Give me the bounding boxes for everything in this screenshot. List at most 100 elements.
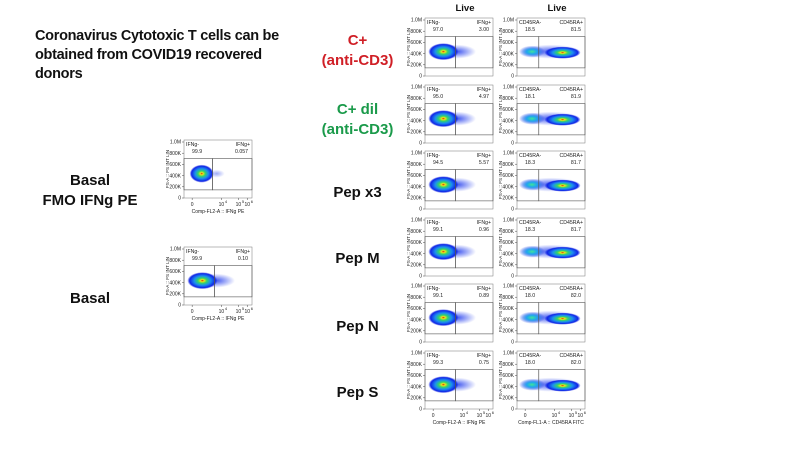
svg-text:200K: 200K [502, 329, 514, 335]
svg-text:600K: 600K [410, 373, 422, 379]
svg-text:600K: 600K [169, 269, 181, 275]
svg-text:600K: 600K [410, 240, 422, 246]
svg-text:CD45RA+: CD45RA+ [560, 220, 584, 226]
svg-text:800K: 800K [410, 162, 422, 168]
svg-text:1.0M: 1.0M [411, 284, 422, 290]
svg-text:600K: 600K [410, 306, 422, 312]
svg-text:1.0M: 1.0M [503, 350, 514, 356]
svg-text:82.0: 82.0 [571, 293, 581, 299]
svg-text:400K: 400K [410, 384, 422, 390]
svg-text:99.9: 99.9 [192, 256, 202, 262]
svg-text:400K: 400K [410, 51, 422, 57]
svg-text:0: 0 [191, 202, 194, 208]
svg-text:5.57: 5.57 [479, 160, 489, 166]
svg-text:4: 4 [225, 199, 228, 204]
svg-text:94.5: 94.5 [433, 160, 443, 166]
svg-text:0: 0 [178, 196, 181, 202]
svg-text:800K: 800K [410, 361, 422, 367]
svg-text:95.0: 95.0 [433, 94, 443, 100]
svg-text:600K: 600K [502, 373, 514, 379]
plot-basal-ifng: 1.0M 800K 600K 400K 200K 0 FS-A :: FS INT LIN I… [162, 243, 254, 331]
svg-text:0: 0 [419, 273, 422, 279]
svg-text:18.0: 18.0 [525, 360, 535, 366]
svg-text:0: 0 [511, 406, 514, 412]
svg-text:81.9: 81.9 [571, 94, 581, 100]
svg-text:200K: 200K [502, 262, 514, 268]
row-label-pep-m: Pep M [310, 249, 405, 269]
svg-text:99.9: 99.9 [192, 149, 202, 155]
svg-text:1.0M: 1.0M [170, 140, 181, 146]
svg-text:800K: 800K [502, 228, 514, 234]
svg-text:200K: 200K [169, 292, 181, 298]
svg-text:0: 0 [419, 140, 422, 146]
svg-text:0: 0 [419, 340, 422, 346]
row-label-c-plus: C+ (anti-CD3) [310, 31, 405, 71]
svg-text:CD45RA-: CD45RA- [519, 20, 541, 26]
svg-text:FS-A :: FS INT LIN: FS-A :: FS INT LIN [406, 94, 411, 132]
svg-text:0.057: 0.057 [235, 149, 248, 155]
svg-text:200K: 200K [502, 129, 514, 135]
svg-text:3.00: 3.00 [479, 27, 489, 33]
svg-text:4: 4 [466, 410, 469, 415]
svg-text:400K: 400K [502, 251, 514, 257]
svg-text:IFNg-: IFNg- [186, 249, 199, 255]
svg-text:18.1: 18.1 [525, 94, 535, 100]
svg-text:800K: 800K [169, 258, 181, 264]
svg-text:CD45RA+: CD45RA+ [560, 20, 584, 26]
label-line-1: Pep S [336, 384, 379, 401]
svg-text:99.1: 99.1 [433, 293, 443, 299]
svg-text:200K: 200K [502, 63, 514, 69]
svg-text:800K: 800K [502, 162, 514, 168]
svg-text:600K: 600K [502, 40, 514, 46]
svg-text:10: 10 [485, 413, 491, 419]
plot-ifng-row-3: 1.0M 800K 600K 400K 200K 0 FS-A :: FS INT LIN I… [403, 147, 495, 213]
svg-text:400K: 400K [410, 317, 422, 323]
svg-text:800K: 800K [502, 295, 514, 301]
svg-text:81.7: 81.7 [571, 160, 581, 166]
svg-text:1.0M: 1.0M [503, 84, 514, 90]
svg-text:6: 6 [584, 410, 587, 415]
plot-basal-fmo-ifng: 1.0M 800K 600K 400K 200K 0 FS-A :: FS INT LIN I… [162, 136, 254, 224]
svg-text:6: 6 [251, 306, 254, 311]
svg-text:IFNg+: IFNg+ [477, 20, 491, 26]
svg-text:1.0M: 1.0M [503, 18, 514, 24]
svg-text:1.0M: 1.0M [411, 217, 422, 223]
svg-text:200K: 200K [410, 395, 422, 401]
svg-text:0.89: 0.89 [479, 293, 489, 299]
svg-text:IFNg+: IFNg+ [477, 286, 491, 292]
svg-text:800K: 800K [410, 95, 422, 101]
svg-text:IFNg-: IFNg- [427, 20, 440, 26]
svg-text:Comp-FL2-A :: IFNg PE: Comp-FL2-A :: IFNg PE [192, 209, 245, 215]
svg-text:200K: 200K [502, 395, 514, 401]
row-label-pep-s: Pep S [310, 383, 405, 403]
svg-text:IFNg-: IFNg- [427, 353, 440, 359]
svg-text:1.0M: 1.0M [411, 151, 422, 157]
svg-text:IFNg-: IFNg- [427, 220, 440, 226]
svg-text:10: 10 [236, 309, 242, 315]
figure-title: Coronavirus Cytotoxic T cells can be obt… [35, 28, 279, 82]
svg-text:99.1: 99.1 [433, 227, 443, 233]
svg-text:FS-A :: FS INT LIN: FS-A :: FS INT LIN [165, 150, 170, 188]
plot-ifng-row-6: 1.0M 800K 600K 400K 200K 0 FS-A :: FS INT LIN I… [403, 347, 495, 435]
svg-text:FS-A :: FS INT LIN: FS-A :: FS INT LIN [406, 227, 411, 265]
svg-text:600K: 600K [502, 240, 514, 246]
svg-text:10: 10 [569, 413, 575, 419]
svg-text:0: 0 [524, 413, 527, 419]
svg-text:0.75: 0.75 [479, 360, 489, 366]
svg-text:10: 10 [577, 413, 583, 419]
plot-ifng-row-1: 1.0M 800K 600K 400K 200K 0 FS-A :: FS INT LIN I… [403, 14, 495, 80]
plot-ifng-row-4: 1.0M 800K 600K 400K 200K 0 FS-A :: FS INT LIN I… [403, 214, 495, 280]
svg-text:200K: 200K [410, 196, 422, 202]
svg-text:10: 10 [244, 309, 250, 315]
svg-text:400K: 400K [502, 118, 514, 124]
svg-text:0: 0 [419, 207, 422, 213]
svg-text:1.0M: 1.0M [503, 151, 514, 157]
label-line-1: C+ dil [336, 101, 379, 118]
plot-cd45ra-row-6: 1.0M 800K 600K 400K 200K 0 FS-A :: FS INT LIN C… [495, 347, 587, 435]
svg-text:0: 0 [191, 309, 194, 315]
column-header-live-ifng: Live [455, 3, 475, 14]
plot-cd45ra-row-3: 1.0M 800K 600K 400K 200K 0 FS-A :: FS INT LIN C… [495, 147, 587, 213]
svg-text:97.0: 97.0 [433, 27, 443, 33]
svg-text:18.3: 18.3 [525, 227, 535, 233]
svg-text:IFNg+: IFNg+ [477, 220, 491, 226]
